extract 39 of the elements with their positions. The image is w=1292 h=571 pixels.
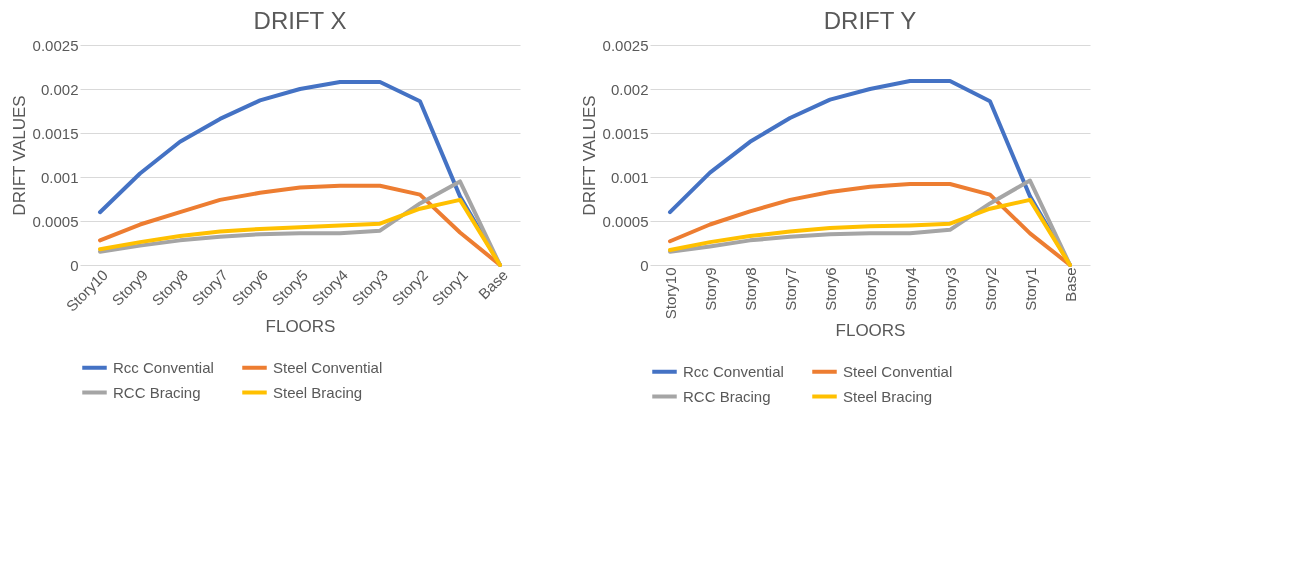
y-tick-label: 0.002 — [610, 80, 649, 98]
y-tick-label: 0 — [640, 256, 649, 274]
legend-label: RCC Bracing — [683, 387, 771, 405]
legend-label: Steel Bracing — [273, 383, 363, 401]
x-axis-title: FLOORS — [835, 321, 906, 341]
y-tick-label: 0.0005 — [602, 212, 649, 230]
chart-title: DRIFT Y — [823, 7, 917, 34]
chart-title: DRIFT X — [253, 7, 347, 34]
legend-label: Steel Convential — [843, 362, 953, 380]
x-tick-label: Story6 — [821, 267, 839, 311]
y-tick-label: 0.0025 — [602, 36, 649, 54]
x-tick-label: Story4 — [901, 267, 919, 311]
legend-label: Rcc Convential — [683, 362, 784, 380]
line-series — [98, 197, 502, 267]
y-tick-label: 0.0015 — [602, 124, 649, 142]
x-tick-label: Story5 — [861, 267, 879, 311]
x-tick-label: Base — [1061, 267, 1079, 302]
legend-label: Steel Bracing — [843, 387, 933, 405]
y-tick-label: 0.0005 — [32, 212, 79, 230]
y-tick-label: 0 — [70, 256, 79, 274]
x-tick-label: Story7 — [781, 267, 799, 311]
y-tick-label: 0.0015 — [32, 124, 79, 142]
x-tick-label: Story9 — [701, 267, 719, 311]
x-tick-label: Story8 — [741, 267, 759, 311]
x-tick-label: Story2 — [981, 267, 999, 311]
legend-label: Steel Convential — [273, 358, 383, 376]
x-tick-label: Story10 — [661, 267, 679, 320]
legend-label: Rcc Convential — [113, 358, 214, 376]
y-tick-label: 0.002 — [40, 80, 79, 98]
y-tick-label: 0.0025 — [32, 36, 79, 54]
x-axis-title: FLOORS — [265, 316, 336, 336]
x-tick-label: Story3 — [941, 267, 959, 311]
y-axis-title: DRIFT VALUES — [9, 95, 29, 216]
y-tick-label: 0.001 — [40, 168, 79, 186]
y-tick-label: 0.001 — [610, 168, 649, 186]
legend-label: RCC Bracing — [113, 383, 201, 401]
line-series — [668, 197, 1072, 267]
y-axis-title: DRIFT VALUES — [579, 95, 599, 216]
x-tick-label: Story1 — [1021, 267, 1039, 311]
